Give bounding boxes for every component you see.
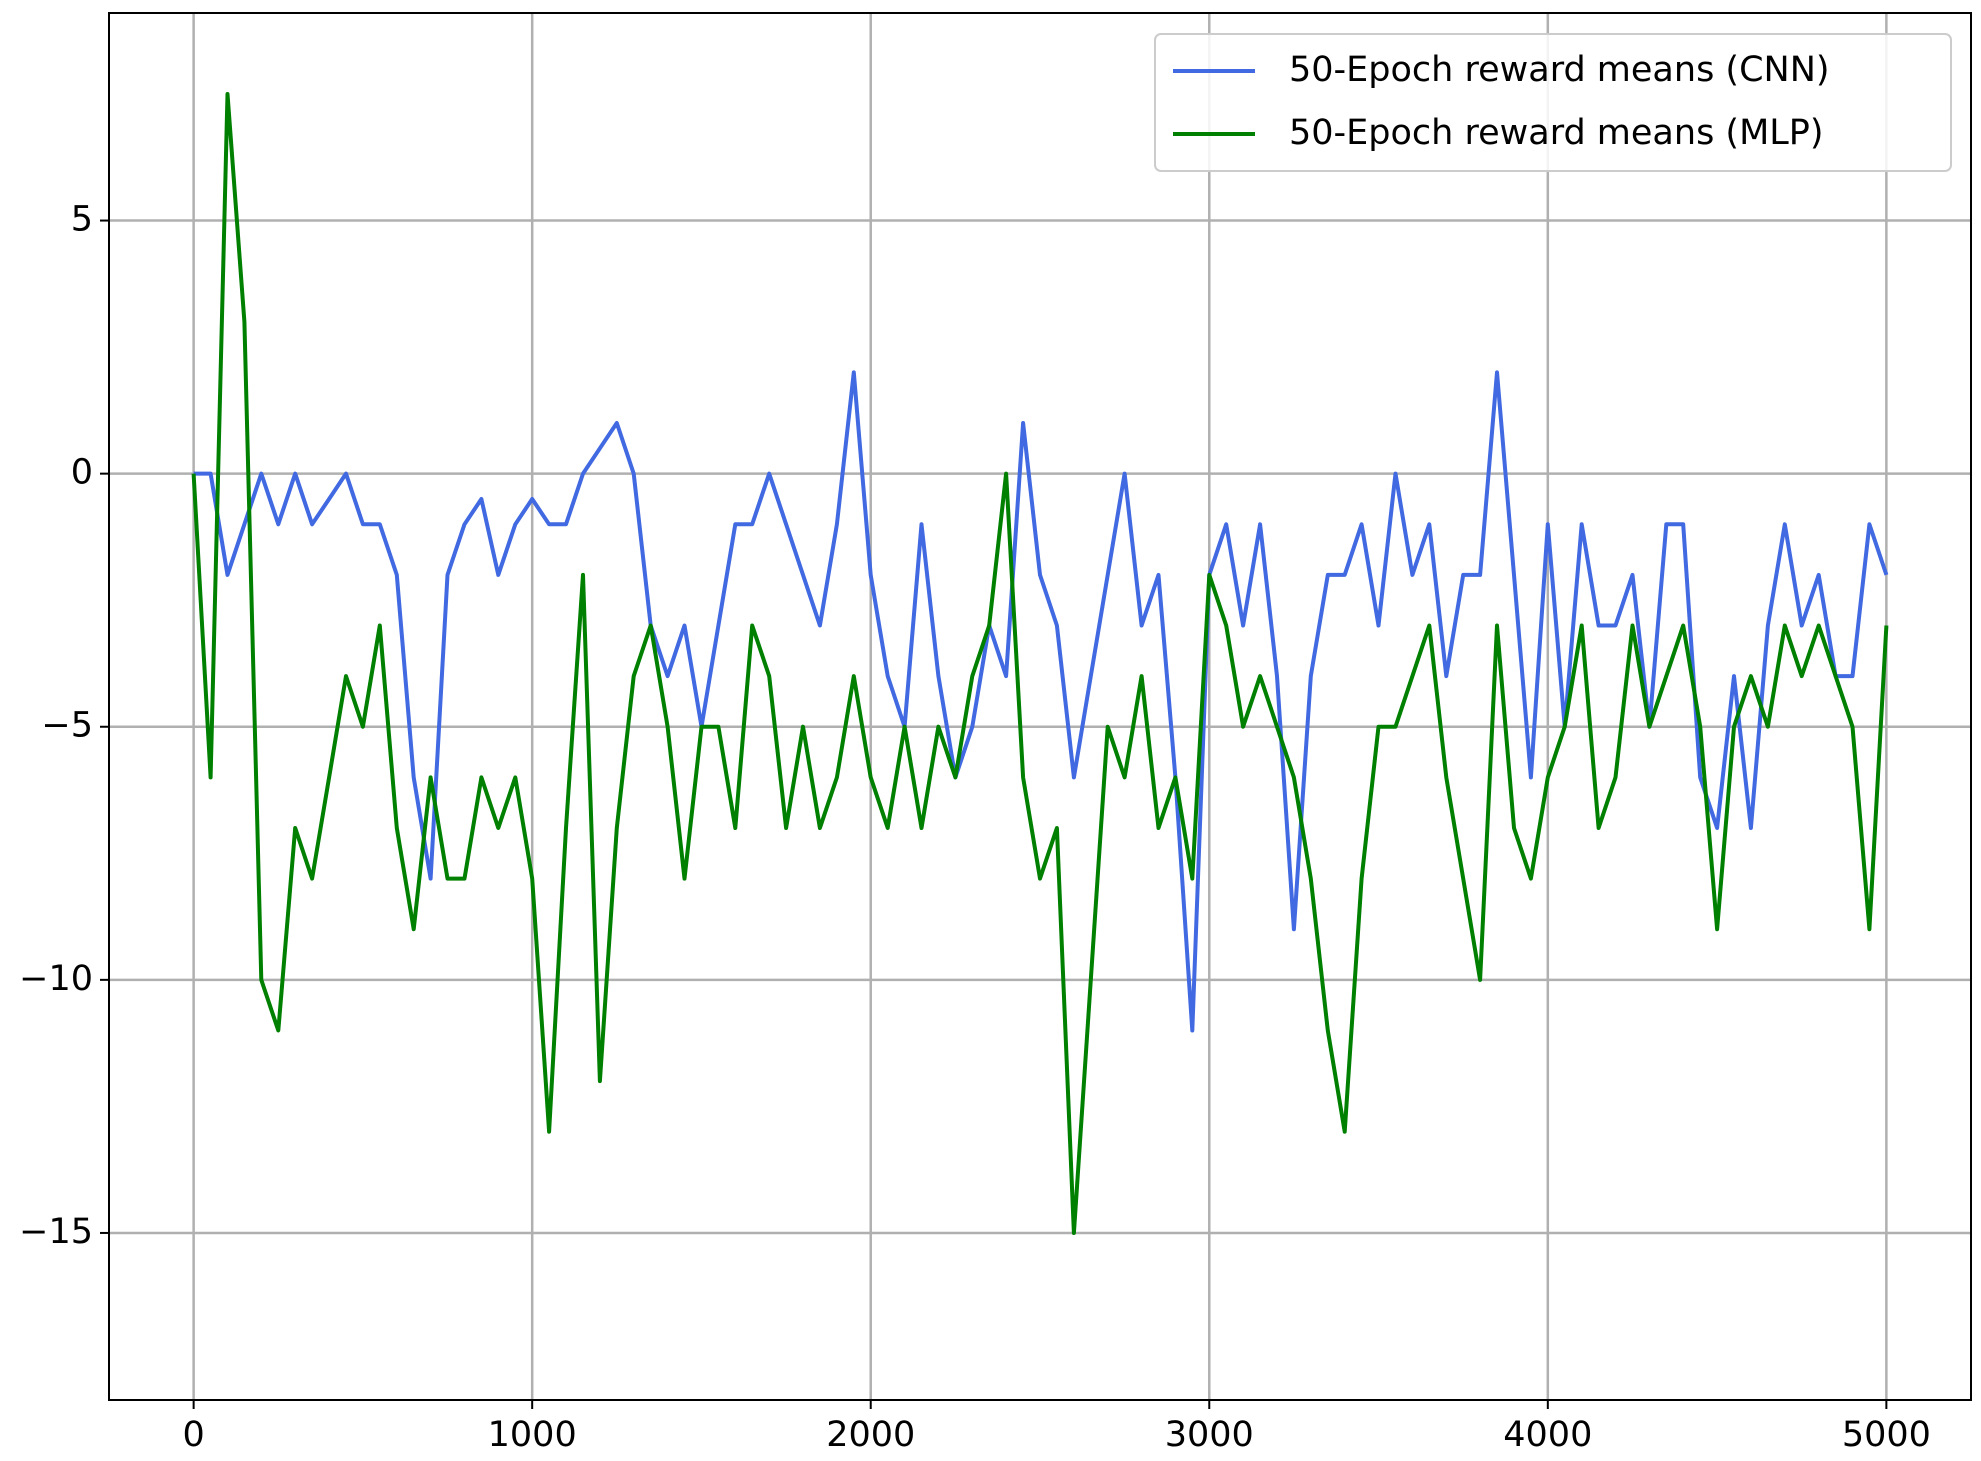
legend-box <box>1154 33 1952 172</box>
legend-label: 50-Epoch reward means (CNN) <box>1289 50 1830 90</box>
y-tick-label: 0 <box>71 453 93 493</box>
y-tick-label: −15 <box>19 1212 93 1252</box>
series-line <box>193 370 1889 1033</box>
series-line <box>191 92 1889 1235</box>
x-tick-label: 1000 <box>488 1415 577 1455</box>
x-tick-label: 0 <box>182 1415 204 1455</box>
x-tick-label: 5000 <box>1842 1415 1931 1455</box>
y-tick-label: −10 <box>19 959 93 999</box>
legend-label: 50-Epoch reward means (MLP) <box>1289 113 1824 153</box>
plot-frame <box>108 12 1972 1401</box>
y-tick-label: −5 <box>41 706 93 746</box>
x-tick-label: 2000 <box>826 1415 915 1455</box>
x-tick-label: 3000 <box>1165 1415 1254 1455</box>
x-tick-label: 4000 <box>1503 1415 1592 1455</box>
y-tick-label: 5 <box>71 200 93 240</box>
